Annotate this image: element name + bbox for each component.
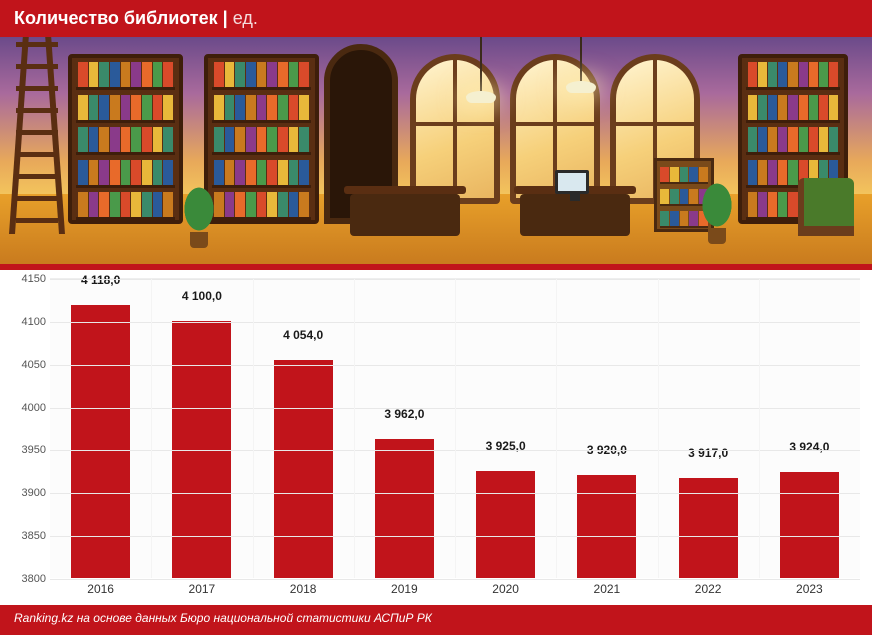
header-separator: | xyxy=(218,8,233,28)
hero-illustration xyxy=(0,37,872,270)
plant-left xyxy=(182,184,216,234)
x-axis-label: 2016 xyxy=(66,582,136,596)
y-axis-label: 3950 xyxy=(6,444,46,456)
chart-container: 4 118,04 100,04 054,03 962,03 925,03 920… xyxy=(0,270,872,605)
footer-bar: Ranking.kz на основе данных Бюро национа… xyxy=(0,605,872,635)
bar-value-label: 3 917,0 xyxy=(663,446,754,460)
computer-monitor xyxy=(555,170,589,194)
bookshelf-left-2 xyxy=(204,54,319,224)
ceiling-lamp-1 xyxy=(480,37,482,97)
window-1 xyxy=(410,54,500,204)
bar xyxy=(375,439,434,578)
library-ladder xyxy=(10,37,64,234)
x-axis-label: 2019 xyxy=(369,582,439,596)
bookshelf-left-1 xyxy=(68,54,183,224)
y-axis-label: 3850 xyxy=(6,530,46,542)
bar-value-label: 4 054,0 xyxy=(258,328,349,342)
bar xyxy=(780,472,839,578)
bar-value-label: 4 100,0 xyxy=(156,289,247,303)
y-axis-label: 3900 xyxy=(6,487,46,499)
bar xyxy=(274,360,333,578)
header-unit: ед. xyxy=(233,8,258,28)
footer-text: Ranking.kz на основе данных Бюро национа… xyxy=(14,611,432,625)
header-bar: Количество библиотек | ед. xyxy=(0,0,872,37)
y-axis-label: 4050 xyxy=(6,359,46,371)
y-axis-label: 3800 xyxy=(6,573,46,585)
bar-value-label: 3 924,0 xyxy=(764,440,855,454)
y-axis-label: 4100 xyxy=(6,316,46,328)
bar xyxy=(476,471,535,578)
chart-x-axis: 2016 2017 2018 2019 2020 2021 2022 2023 xyxy=(50,578,860,600)
desk-left xyxy=(350,194,460,236)
x-axis-label: 2023 xyxy=(774,582,844,596)
bar-value-label: 4 118,0 xyxy=(55,273,146,287)
chart-plot-area: 4 118,04 100,04 054,03 962,03 925,03 920… xyxy=(50,278,860,578)
y-axis-label: 4000 xyxy=(6,402,46,414)
ceiling-lamp-2 xyxy=(580,37,582,87)
bar-value-label: 3 962,0 xyxy=(359,407,450,421)
x-axis-label: 2017 xyxy=(167,582,237,596)
header-title: Количество библиотек xyxy=(14,8,218,28)
bar xyxy=(577,475,636,578)
plant-right xyxy=(700,180,734,230)
y-axis-label: 4150 xyxy=(6,273,46,285)
x-axis-label: 2021 xyxy=(572,582,642,596)
armchair xyxy=(798,178,854,236)
bar xyxy=(172,321,231,578)
x-axis-label: 2018 xyxy=(268,582,338,596)
x-axis-label: 2022 xyxy=(673,582,743,596)
x-axis-label: 2020 xyxy=(471,582,541,596)
